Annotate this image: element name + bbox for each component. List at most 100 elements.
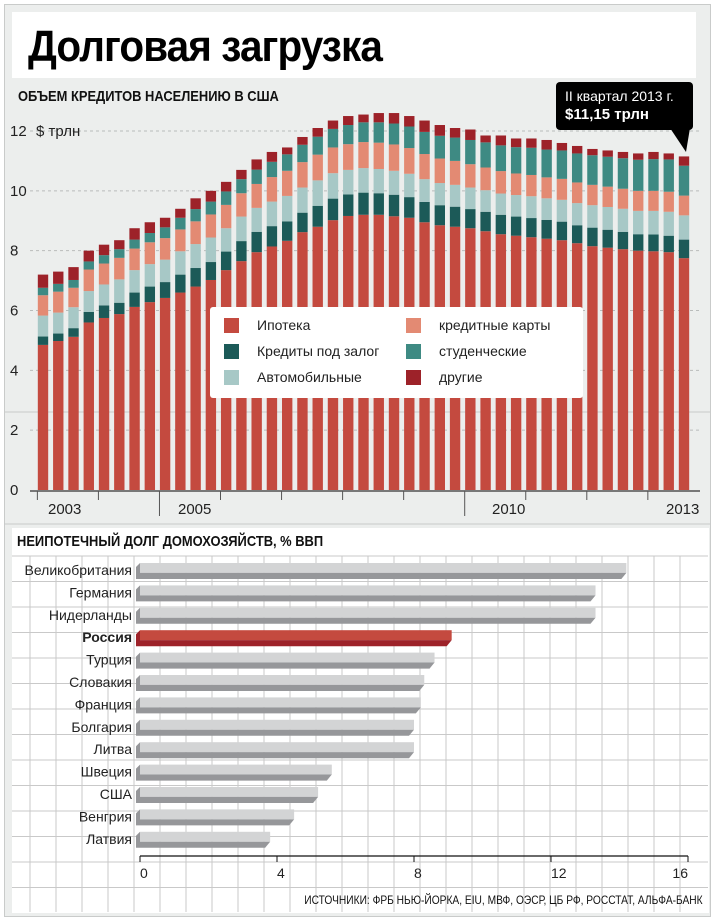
legend-label: студенческие — [439, 343, 527, 359]
bar-segment-mortgage — [602, 247, 613, 490]
y-tick-label: 0 — [10, 482, 18, 499]
bar-segment-other — [68, 267, 79, 280]
bar-segment-auto — [480, 190, 491, 212]
bar-shadow — [140, 796, 319, 803]
bar-segment-home_equity — [541, 219, 552, 239]
bar-bevel — [136, 764, 140, 781]
bar-segment-credit_card — [205, 214, 217, 238]
legend-label: Автомобильные — [257, 369, 362, 385]
bar-3 — [140, 630, 452, 641]
bar-segment-student — [541, 149, 552, 178]
legend-item-credit_card: кредитные карты — [406, 317, 550, 333]
bar-segment-student — [587, 155, 598, 185]
legend-label: Кредиты под залог — [257, 343, 380, 359]
bar-segment-student — [327, 128, 339, 148]
bar-segment-credit_card — [358, 142, 369, 169]
bar-segment-auto — [678, 215, 690, 240]
bar-shadow — [140, 662, 435, 669]
bar-segment-other — [358, 114, 369, 123]
bar-segment-other — [236, 169, 247, 180]
x-tick-label: 8 — [414, 865, 422, 881]
bar-segment-mortgage — [98, 317, 110, 490]
bar-segment-student — [434, 135, 445, 159]
bar-segment-credit_card — [510, 173, 522, 196]
bar-segment-student — [388, 123, 400, 145]
bar-segment-auto — [297, 187, 308, 213]
bar-segment-credit_card — [236, 193, 247, 217]
bar-segment-other — [327, 120, 339, 129]
bar-segment-auto — [419, 179, 430, 202]
page-title: Долговая загрузка — [28, 22, 383, 71]
bar-segment-auto — [358, 168, 369, 193]
bar-segment-credit_card — [388, 144, 400, 171]
bar-segment-home_equity — [175, 274, 186, 293]
legend-item-auto: Автомобильные — [224, 369, 362, 385]
bar-segment-home_equity — [297, 212, 308, 233]
legend-label: кредитные карты — [439, 317, 551, 333]
bar-segment-credit_card — [53, 291, 64, 313]
bar-segment-auto — [495, 193, 507, 215]
bar-segment-student — [282, 154, 293, 171]
bar-segment-credit_card — [663, 191, 674, 212]
legend-label: другие — [439, 369, 483, 385]
category-label: Литва — [94, 741, 133, 757]
bar-bevel — [136, 675, 140, 691]
bar-segment-credit_card — [449, 160, 461, 185]
y-tick-label: 4 — [10, 362, 18, 379]
bar-segment-other — [266, 151, 278, 162]
bar-segment-credit_card — [312, 154, 323, 181]
bar-segment-other — [678, 156, 690, 166]
legend-swatch — [224, 343, 239, 359]
bar-segment-credit_card — [419, 154, 430, 180]
bar-segment-other — [388, 113, 400, 124]
bar-segment-other — [571, 145, 583, 154]
bar-segment-other — [419, 120, 430, 132]
bar-segment-credit_card — [343, 144, 354, 170]
bar-segment-auto — [220, 228, 232, 252]
bar-segment-mortgage — [663, 252, 674, 490]
bar-segment-home_equity — [495, 214, 507, 235]
bar-segment-auto — [510, 195, 522, 217]
bar-segment-credit_card — [327, 147, 339, 174]
bar-shadow — [140, 729, 414, 736]
bar-segment-mortgage — [175, 292, 186, 490]
bar-segment-student — [526, 147, 537, 175]
bar-segment-other — [129, 228, 140, 240]
legend-swatch — [224, 369, 239, 385]
bar-segment-student — [205, 201, 217, 215]
legend-item-other: другие — [406, 369, 483, 385]
bar-segment-home_equity — [312, 205, 323, 227]
bar-segment-credit_card — [633, 190, 644, 211]
bar-segment-mortgage — [114, 314, 125, 490]
bar-segment-home_equity — [266, 226, 278, 247]
bar-segment-auto — [190, 244, 201, 269]
bar-shadow — [140, 819, 295, 826]
bar-10 — [140, 787, 319, 797]
bar-segment-student — [220, 191, 232, 205]
category-label: Нидерланды — [49, 607, 132, 623]
bar-segment-credit_card — [480, 167, 491, 191]
bar-segment-credit_card — [571, 182, 583, 204]
category-label: Великобритания — [24, 562, 132, 578]
bar-1 — [140, 585, 596, 596]
bar-segment-home_equity — [388, 194, 400, 217]
bar-segment-auto — [83, 291, 94, 312]
bar-segment-auto — [114, 279, 125, 303]
bar-segment-credit_card — [434, 158, 445, 184]
bar-segment-mortgage — [190, 286, 201, 490]
bar-segment-home_equity — [83, 311, 94, 323]
bar-segment-credit_card — [678, 195, 690, 216]
chart1-title: ОБЪЕМ КРЕДИТОВ НАСЕЛЕНИЮ В США — [18, 88, 279, 105]
bar-segment-home_equity — [526, 218, 537, 238]
bar-segment-mortgage — [633, 250, 644, 490]
bar-bevel — [136, 585, 140, 602]
bar-segment-auto — [205, 237, 217, 263]
bar-segment-other — [220, 181, 232, 192]
bar-segment-auto — [663, 211, 674, 236]
bar-bevel — [136, 809, 140, 826]
bar-segment-home_equity — [434, 205, 445, 226]
bar-segment-auto — [587, 205, 598, 228]
bar-segment-student — [53, 283, 64, 292]
bar-segment-auto — [343, 169, 354, 195]
bar-segment-other — [37, 274, 49, 288]
